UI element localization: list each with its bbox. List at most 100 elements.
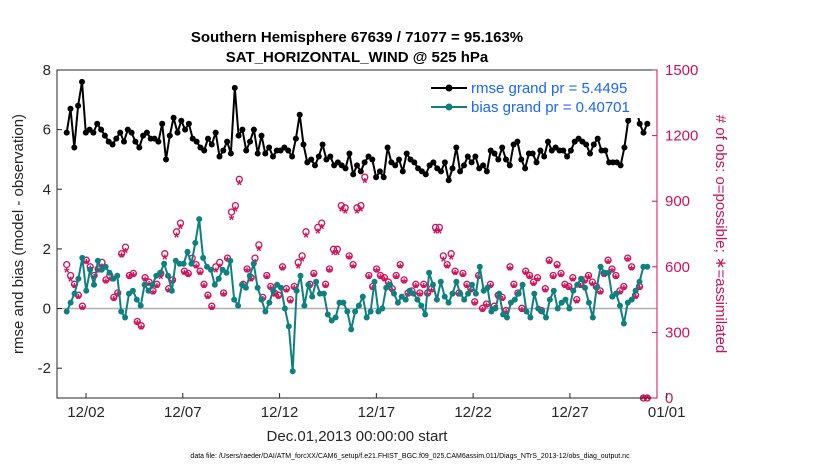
bias-point xyxy=(457,290,464,297)
obs-possible-marker xyxy=(196,267,204,275)
obs-assimilated-marker: * xyxy=(84,255,90,271)
bias-point xyxy=(469,281,475,288)
rmse-point xyxy=(587,150,593,157)
bias-point xyxy=(250,260,257,267)
bias-point xyxy=(445,299,452,306)
bias-point xyxy=(305,281,312,288)
y-right-tick-label: 1200 xyxy=(665,128,698,145)
obs-possible-marker xyxy=(314,223,322,232)
obs-possible-marker xyxy=(431,223,440,232)
x-tick-label: 12/07 xyxy=(164,404,202,421)
obs-possible-marker xyxy=(471,298,479,306)
obs-assimilated-marker: * xyxy=(103,275,109,291)
legend-bias-marker xyxy=(445,103,453,111)
rmse-point xyxy=(533,159,540,166)
obs-possible-marker xyxy=(380,274,389,282)
obs-assimilated-marker: * xyxy=(582,275,588,291)
bias-point xyxy=(414,296,421,303)
rmse-point xyxy=(422,171,429,178)
rmse-point xyxy=(67,105,74,112)
bias-point xyxy=(348,326,355,333)
bias-point xyxy=(320,290,327,297)
obs-possible-marker xyxy=(310,269,318,278)
rmse-point xyxy=(567,147,574,154)
obs-possible-marker xyxy=(110,293,118,302)
obs-assimilated-marker: * xyxy=(315,225,321,241)
bias-point xyxy=(566,305,573,312)
obs-assimilated-marker: * xyxy=(142,273,148,289)
obs-assimilated-marker: * xyxy=(146,277,152,293)
obs-possible-marker xyxy=(121,243,130,251)
obs-possible-marker xyxy=(298,252,306,260)
bias-point xyxy=(106,269,113,276)
rmse-point xyxy=(178,117,185,124)
bias-point xyxy=(371,278,378,285)
obs-assimilated-marker: * xyxy=(201,280,207,296)
obs-possible-marker xyxy=(349,260,357,269)
rmse-point xyxy=(461,162,467,169)
obs-assimilated-marker: * xyxy=(354,205,360,221)
obs-possible-marker xyxy=(604,256,612,264)
bias-point xyxy=(63,308,70,315)
obs-assimilated-marker: * xyxy=(645,391,651,407)
obs-assimilated-marker: * xyxy=(80,301,86,317)
x-tick-label: 12/12 xyxy=(261,404,299,421)
bias-point xyxy=(484,284,491,291)
obs-possible-marker xyxy=(365,271,373,280)
obs-assimilated-marker: * xyxy=(621,282,627,298)
obs-assimilated-marker: * xyxy=(107,273,113,289)
obs-assimilated-marker: * xyxy=(162,251,168,267)
chart-subtitle: SAT_HORIZONTAL_WIND @ 525 hPa xyxy=(226,49,489,66)
bias-point xyxy=(145,287,152,294)
obs-assimilated-marker: * xyxy=(244,264,250,280)
obs-possible-marker xyxy=(627,263,636,271)
rmse-point xyxy=(201,147,208,154)
obs-assimilated-marker: * xyxy=(358,203,364,219)
obs-possible-marker xyxy=(125,271,134,280)
y-right-tick-label: 0 xyxy=(665,390,673,407)
obs-possible-marker xyxy=(141,274,149,282)
obs-assimilated-marker: * xyxy=(272,288,278,304)
obs-assimilated-marker: * xyxy=(362,175,368,191)
bias-point xyxy=(632,287,639,294)
bias-point xyxy=(289,368,296,375)
obs-assimilated-marker: * xyxy=(68,273,74,289)
obs-assimilated-marker: * xyxy=(342,205,348,221)
obs-assimilated-marker: * xyxy=(264,271,270,287)
obs-possible-marker xyxy=(478,304,487,312)
bias-point xyxy=(550,287,557,294)
bias-point xyxy=(180,260,187,267)
bias-point xyxy=(168,287,175,294)
data-file-footer: data file: /Users/raeder/DAI/ATM_forcXX/… xyxy=(190,453,630,460)
rmse-point xyxy=(117,129,124,136)
rmse-point xyxy=(212,129,219,136)
bias-point xyxy=(554,305,561,312)
rmse-point xyxy=(109,141,116,148)
obs-possible-marker xyxy=(216,258,224,267)
obs-assimilated-marker: * xyxy=(346,251,352,267)
rmse-point xyxy=(254,150,261,157)
obs-assimilated-marker: * xyxy=(209,301,215,317)
obs-possible-marker xyxy=(439,252,447,260)
rmse-point xyxy=(491,150,498,157)
rmse-point xyxy=(376,168,383,175)
obs-assimilated-marker: * xyxy=(127,271,133,287)
bias-point xyxy=(102,263,109,270)
bias-point xyxy=(71,290,78,297)
obs-possible-marker xyxy=(114,289,122,297)
x-tick-label: 12/22 xyxy=(454,404,492,421)
obs-possible-marker xyxy=(208,302,216,310)
bias-point xyxy=(157,269,164,276)
rmse-point xyxy=(350,171,357,178)
obs-assimilated-marker: * xyxy=(527,271,533,287)
obs-assimilated-marker: * xyxy=(280,262,286,278)
obs-possible-marker xyxy=(400,276,408,284)
bias-point xyxy=(149,281,156,288)
obs-possible-marker xyxy=(506,263,514,271)
rmse-point xyxy=(79,78,85,85)
obs-possible-marker xyxy=(553,260,561,269)
obs-assimilated-marker: * xyxy=(511,280,517,296)
obs-possible-marker xyxy=(624,254,632,262)
obs-assimilated-marker: * xyxy=(605,255,611,271)
obs-assimilated-marker: * xyxy=(484,299,490,315)
